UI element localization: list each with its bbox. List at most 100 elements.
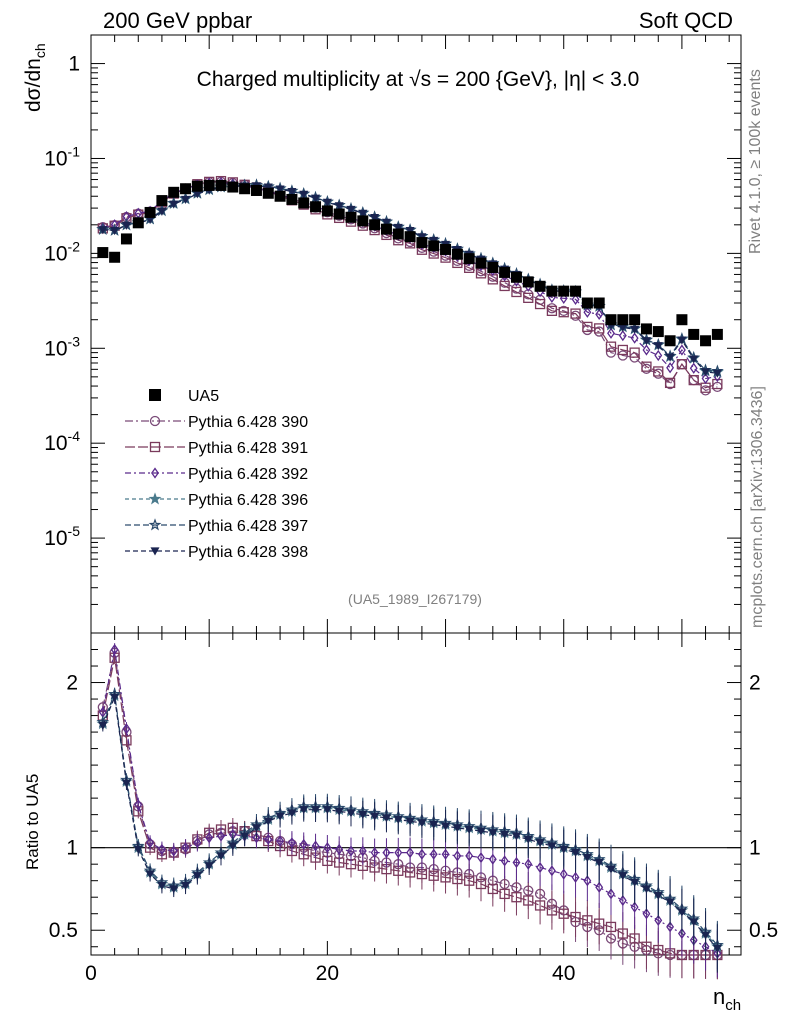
series-point — [676, 359, 688, 370]
series-point — [583, 306, 592, 318]
data-point — [688, 328, 700, 340]
y-tick-label-right: 0.5 — [749, 919, 778, 942]
ratio-point — [204, 862, 214, 871]
series-point — [157, 207, 167, 216]
ratio-point — [428, 870, 439, 881]
ratio-point — [394, 846, 403, 859]
data-point — [239, 183, 251, 195]
series-point — [570, 308, 581, 319]
ratio-point — [511, 892, 522, 903]
series-point — [121, 221, 131, 230]
legend-label: Pythia 6.428 396 — [188, 492, 308, 509]
ratio-point — [181, 882, 191, 891]
series-point — [605, 347, 617, 358]
series-point — [605, 341, 617, 352]
ratio-point — [429, 820, 439, 830]
series-point — [275, 185, 285, 194]
ratio-point — [440, 872, 451, 883]
ratio-point — [534, 900, 546, 911]
series-point — [617, 350, 628, 361]
series-point — [263, 183, 273, 192]
ratio-point — [157, 843, 166, 855]
y-tick-label: 1 — [66, 837, 78, 860]
series-point — [688, 374, 699, 386]
series-point — [181, 195, 191, 204]
legend-label: Pythia 6.428 390 — [188, 414, 308, 431]
legend-label: UA5 — [188, 388, 219, 405]
ratio-point — [630, 878, 640, 887]
x-tick-label: 20 — [316, 962, 339, 985]
header-right: Soft QCD — [639, 8, 733, 33]
bottom-panel-frame — [90, 632, 742, 956]
ratio-point — [251, 824, 261, 833]
series-point — [594, 323, 605, 334]
data-point — [593, 297, 605, 309]
data-point — [357, 215, 369, 227]
ratio-point — [487, 883, 498, 895]
ratio-point — [441, 822, 451, 831]
ratio-point — [653, 891, 663, 901]
analysis-watermark: (UA5_1989_I267179) — [348, 591, 482, 607]
series-point — [629, 347, 640, 358]
data-point — [652, 326, 664, 338]
ratio-point — [205, 832, 214, 844]
ratio-point — [618, 894, 627, 907]
ratio-point — [263, 817, 273, 826]
ratio-point — [216, 852, 226, 861]
ratio-point — [701, 931, 711, 940]
data-point — [581, 297, 593, 309]
y-tick-label: 2 — [66, 672, 78, 695]
data-point — [369, 219, 381, 231]
ratio-point — [488, 829, 498, 838]
ratio-point — [429, 848, 438, 860]
ratio-point — [121, 735, 132, 746]
series-point — [630, 332, 639, 344]
ratio-point — [157, 882, 167, 891]
ratio-point — [311, 806, 321, 815]
series-point — [145, 216, 155, 225]
ratio-point — [405, 817, 415, 826]
mcplots-label: mcplots.cern.ch [arXiv:1306.3436] — [749, 386, 766, 628]
ratio-point — [582, 915, 593, 926]
ratio-point — [452, 824, 462, 833]
data-point — [558, 285, 570, 297]
series-point — [701, 372, 710, 385]
ratio-point — [547, 842, 557, 851]
ratio-point — [583, 875, 592, 887]
legend-marker — [151, 467, 159, 479]
ratio-point — [500, 830, 510, 839]
series-line-ratio — [102, 695, 718, 949]
x-tick-label: 40 — [552, 962, 575, 985]
series-3 — [98, 177, 722, 978]
ratio-point — [122, 723, 131, 735]
legend-label: Pythia 6.428 397 — [188, 518, 308, 535]
ratio-point — [524, 858, 533, 870]
data-point — [250, 184, 262, 196]
ratio-point — [689, 918, 699, 927]
legend-entry: Pythia 6.428 396 — [125, 492, 308, 509]
data-point — [440, 243, 452, 255]
data-point — [321, 205, 333, 217]
ratio-point — [240, 832, 250, 841]
series-point — [582, 321, 593, 333]
data-point — [546, 285, 558, 297]
series-data-ua5 — [97, 179, 723, 347]
series-line-top — [102, 184, 718, 372]
data-point — [168, 186, 180, 198]
series-line-ratio — [102, 693, 718, 948]
data-point — [605, 314, 617, 326]
data-point — [203, 179, 215, 191]
ratio-point — [275, 812, 285, 821]
series-point — [666, 362, 675, 374]
series-point — [653, 342, 663, 351]
series-point — [322, 198, 332, 207]
ratio-point — [393, 815, 403, 825]
data-point — [333, 208, 345, 220]
y-tick-label: 10-4 — [44, 428, 80, 455]
ratio-point — [193, 837, 202, 849]
series-point — [358, 209, 368, 218]
ratio-point — [217, 830, 225, 842]
data-point — [392, 228, 404, 240]
ratio-point — [322, 806, 332, 815]
series-point — [653, 366, 664, 377]
